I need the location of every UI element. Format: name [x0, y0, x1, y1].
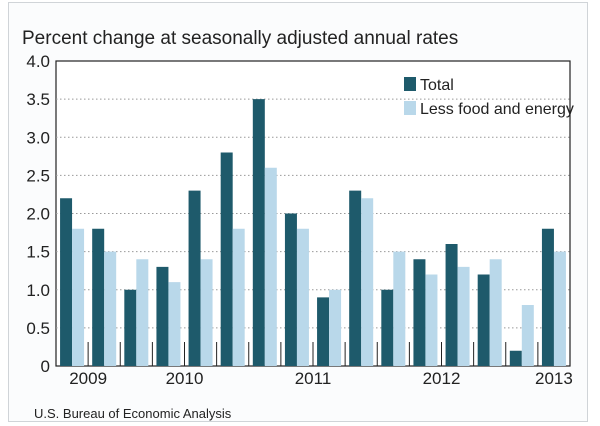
bar-less-food-energy — [521, 305, 534, 366]
bar-total — [349, 190, 362, 366]
bar-less-food-energy — [296, 228, 309, 366]
legend-label-core: Less food and energy — [420, 101, 574, 118]
bar-less-food-energy — [200, 259, 213, 366]
bar-less-food-energy — [72, 228, 85, 366]
legend-swatch-core — [404, 101, 416, 115]
y-tick-label: 2.0 — [26, 205, 50, 224]
bar-total — [317, 297, 330, 366]
bar-total — [284, 213, 297, 366]
bar-total — [124, 289, 137, 366]
chart-title: Percent change at seasonally adjusted an… — [22, 28, 458, 49]
bar-less-food-energy — [361, 198, 374, 366]
y-axis-ticks: 0 0.5 1.0 1.5 2.0 2.5 3.0 3.5 4.0 — [26, 52, 50, 376]
year-label: 2010 — [166, 369, 204, 388]
source-note: U.S. Bureau of Economic Analysis — [34, 406, 232, 421]
bar-less-food-energy — [264, 167, 277, 366]
bar-less-food-energy — [457, 266, 470, 366]
bar-less-food-energy — [393, 251, 406, 366]
bar-total — [381, 289, 394, 366]
y-tick-label: 3.5 — [26, 90, 50, 109]
bar-total — [541, 228, 554, 366]
bar-total — [60, 198, 73, 366]
year-label: 2009 — [69, 369, 107, 388]
bar-total — [509, 350, 522, 366]
bar-less-food-energy — [104, 251, 117, 366]
year-label: 2011 — [295, 369, 332, 388]
y-tick-label: 1.5 — [26, 243, 50, 262]
y-tick-label: 2.5 — [26, 166, 50, 185]
bar-total — [477, 274, 490, 366]
bar-total — [413, 259, 426, 366]
bars — [60, 99, 566, 366]
year-label: 2013 — [535, 369, 573, 388]
bar-less-food-energy — [136, 259, 149, 366]
bar-less-food-energy — [489, 259, 502, 366]
y-tick-label: 1.0 — [26, 281, 50, 300]
bar-total — [220, 152, 233, 366]
bar-total — [252, 99, 265, 366]
bar-total — [188, 190, 201, 366]
bar-less-food-energy — [425, 274, 438, 366]
year-label: 2012 — [423, 369, 461, 388]
y-tick-label: 4.0 — [26, 52, 50, 71]
legend-swatch-total — [404, 77, 416, 91]
bar-less-food-energy — [168, 282, 181, 366]
x-axis-year-labels: 2009 2010 2011 2012 2013 — [69, 342, 573, 388]
bar-less-food-energy — [232, 228, 245, 366]
y-tick-label: 3.0 — [26, 128, 50, 147]
legend-label-total: Total — [420, 77, 454, 94]
bar-total — [92, 228, 105, 366]
y-tick-label: 0.5 — [26, 319, 50, 338]
y-tick-label: 0 — [41, 357, 50, 376]
legend: Total Less food and energy — [404, 77, 574, 118]
bar-less-food-energy — [329, 289, 342, 366]
bar-total — [156, 266, 169, 366]
bar-less-food-energy — [553, 251, 566, 366]
bar-total — [445, 244, 458, 366]
